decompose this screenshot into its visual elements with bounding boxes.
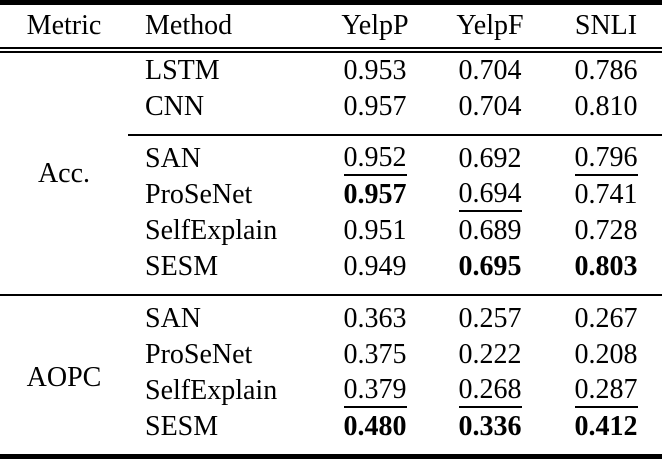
table-cell: 0.957 bbox=[320, 89, 430, 136]
table-row: CNN 0.957 0.704 0.810 bbox=[0, 89, 662, 136]
table-row: AOPC SAN 0.363 0.257 0.267 bbox=[0, 295, 662, 459]
value: 0.741 bbox=[574, 178, 638, 210]
value: 0.692 bbox=[458, 142, 522, 174]
col-header-metric: Metric bbox=[0, 0, 128, 53]
value: 0.953 bbox=[343, 54, 407, 86]
table-row: SAN 0.952 0.692 0.796 bbox=[0, 135, 662, 177]
table-cell: 0.379 bbox=[320, 373, 430, 409]
col-header-snli: SNLI bbox=[550, 0, 662, 53]
header-row: Metric Method YelpP YelpF SNLI bbox=[0, 0, 662, 53]
value: 0.208 bbox=[574, 338, 638, 370]
value: 0.786 bbox=[574, 54, 638, 86]
value: 0.689 bbox=[458, 214, 522, 246]
method-cell: SelfExplain bbox=[145, 215, 278, 246]
value: 0.694 bbox=[458, 178, 522, 213]
value: 0.268 bbox=[458, 374, 522, 409]
metric-cell-acc: Acc. bbox=[0, 50, 128, 296]
table-row: Acc. LSTM 0.953 0.704 0.786 bbox=[0, 50, 662, 296]
value: 0.952 bbox=[343, 142, 407, 177]
value: 0.796 bbox=[574, 142, 638, 177]
table-cell: 0.412 bbox=[550, 409, 662, 459]
table-cell: 0.951 bbox=[320, 213, 430, 249]
value: 0.951 bbox=[343, 214, 407, 246]
value: 0.336 bbox=[458, 410, 522, 442]
table-cell: 0.689 bbox=[430, 213, 550, 249]
value: 0.287 bbox=[574, 374, 638, 409]
table-cell: 0.208 bbox=[550, 337, 662, 373]
table-cell: 0.704 bbox=[430, 89, 550, 136]
table-cell: 0.957 bbox=[320, 177, 430, 213]
col-header-method: Method bbox=[128, 0, 320, 53]
table-cell: 0.952 bbox=[320, 135, 430, 177]
method-cell: SAN bbox=[145, 143, 202, 174]
value: 0.728 bbox=[574, 214, 638, 246]
value: 0.949 bbox=[343, 250, 407, 282]
table-cell: 0.268 bbox=[430, 373, 550, 409]
value: 0.379 bbox=[343, 374, 407, 409]
value: 0.957 bbox=[343, 90, 407, 122]
table-cell: 0.949 bbox=[320, 249, 430, 296]
table-cell: 0.694 bbox=[430, 177, 550, 213]
table-cell: 0.803 bbox=[550, 249, 662, 296]
table-cell: 0.287 bbox=[550, 373, 662, 409]
method-cell: CNN bbox=[128, 89, 320, 136]
table-cell: 0.375 bbox=[320, 337, 430, 373]
value: 0.222 bbox=[458, 338, 522, 370]
table-row: SESM 0.949 0.695 0.803 bbox=[0, 249, 662, 296]
table-row: ProSeNet 0.375 0.222 0.208 bbox=[0, 337, 662, 373]
value: 0.704 bbox=[458, 54, 522, 86]
table-cell: 0.953 bbox=[320, 50, 430, 89]
table-row: ProSeNet 0.957 0.694 0.741 bbox=[0, 177, 662, 213]
method-cell: SAN bbox=[145, 303, 202, 334]
table-cell: 0.741 bbox=[550, 177, 662, 213]
table-cell: 0.704 bbox=[430, 50, 550, 89]
method-cell: LSTM bbox=[145, 55, 220, 86]
table-cell: 0.257 bbox=[430, 295, 550, 337]
table-cell: 0.810 bbox=[550, 89, 662, 136]
table-cell: 0.728 bbox=[550, 213, 662, 249]
value: 0.363 bbox=[343, 302, 407, 334]
method-cell: SelfExplain bbox=[145, 375, 278, 406]
value: 0.695 bbox=[458, 250, 522, 282]
table-cell: 0.692 bbox=[430, 135, 550, 177]
value: 0.957 bbox=[343, 178, 407, 210]
value: 0.412 bbox=[574, 410, 638, 442]
method-cell: ProSeNet bbox=[145, 339, 253, 370]
table-cell: 0.222 bbox=[430, 337, 550, 373]
method-cell: ProSeNet bbox=[145, 179, 253, 210]
table-cell: 0.796 bbox=[550, 135, 662, 177]
table-row: SelfExplain 0.951 0.689 0.728 bbox=[0, 213, 662, 249]
value: 0.267 bbox=[574, 302, 638, 334]
table-cell: 0.336 bbox=[430, 409, 550, 459]
table-cell: 0.363 bbox=[320, 295, 430, 337]
method-cell: SESM bbox=[128, 249, 320, 296]
table-cell: 0.786 bbox=[550, 50, 662, 89]
table-cell: 0.480 bbox=[320, 409, 430, 459]
value: 0.704 bbox=[458, 90, 522, 122]
table-row: SelfExplain 0.379 0.268 0.287 bbox=[0, 373, 662, 409]
value: 0.810 bbox=[574, 90, 638, 122]
value: 0.803 bbox=[574, 250, 638, 282]
table-cell: 0.695 bbox=[430, 249, 550, 296]
col-header-yelpf: YelpF bbox=[430, 0, 550, 53]
method-cell: SESM bbox=[128, 409, 320, 459]
value: 0.257 bbox=[458, 302, 522, 334]
value: 0.480 bbox=[343, 410, 407, 442]
metric-cell-aopc: AOPC bbox=[0, 295, 128, 459]
value: 0.375 bbox=[343, 338, 407, 370]
col-header-yelpp: YelpP bbox=[320, 0, 430, 53]
table-cell: 0.267 bbox=[550, 295, 662, 337]
